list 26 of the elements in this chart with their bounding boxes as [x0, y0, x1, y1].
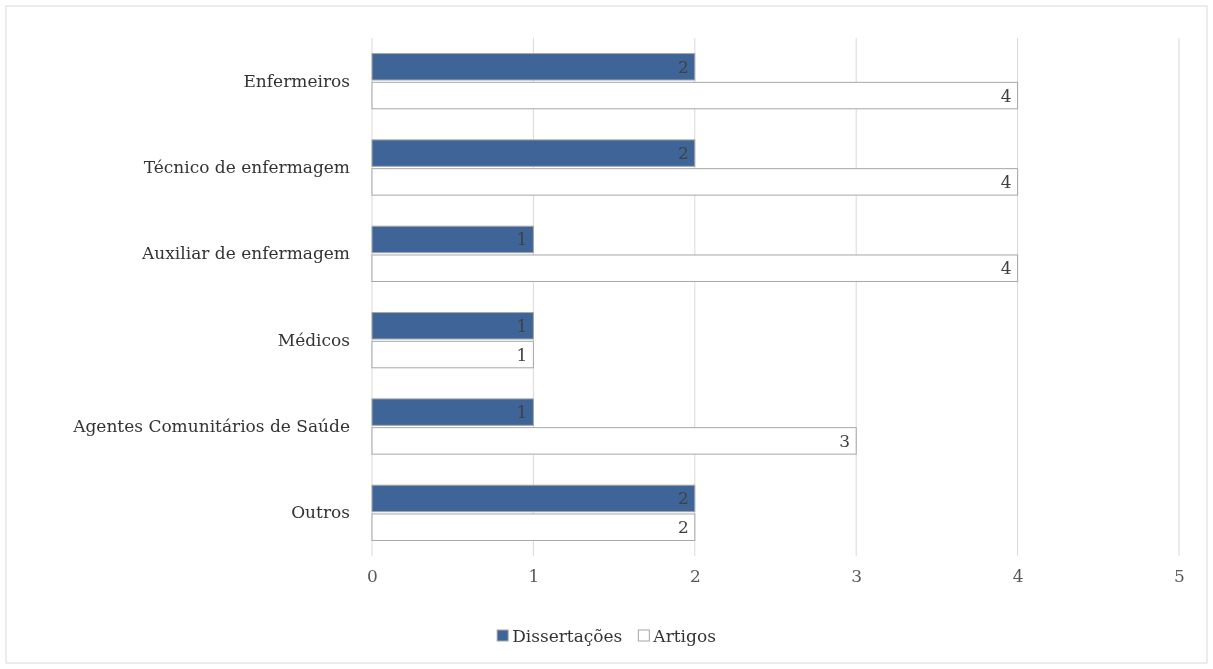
y-tick-label: Médicos: [277, 329, 350, 350]
data-label: 4: [1000, 85, 1012, 106]
y-tick-label: Técnico de enfermagem: [143, 156, 350, 177]
data-label: 1: [516, 315, 528, 336]
data-label: 4: [1000, 258, 1012, 279]
x-tick-label: 5: [1174, 566, 1185, 587]
x-tick-label: 3: [851, 566, 863, 587]
y-tick-label: Enfermeiros: [243, 70, 350, 91]
data-label: 2: [677, 517, 689, 538]
data-label: 3: [839, 430, 851, 451]
data-label: 1: [516, 402, 528, 423]
data-label: 1: [516, 229, 528, 250]
data-label: 1: [516, 344, 528, 365]
legend-label: Dissertações: [512, 625, 623, 646]
data-label: 2: [677, 143, 689, 164]
data-label: 2: [677, 56, 689, 77]
data-label: 4: [1000, 171, 1012, 192]
x-tick-label: 0: [367, 566, 378, 587]
y-tick-label: Agentes Comunitários de Saúde: [72, 415, 350, 436]
data-label: 2: [677, 488, 689, 509]
x-tick-label: 4: [1012, 566, 1024, 587]
y-tick-label: Auxiliar de enfermagem: [141, 243, 350, 264]
legend-label: Artigos: [652, 625, 716, 646]
x-tick-label: 1: [528, 566, 540, 587]
x-tick-label: 2: [689, 566, 701, 587]
y-tick-label: Outros: [291, 502, 350, 523]
